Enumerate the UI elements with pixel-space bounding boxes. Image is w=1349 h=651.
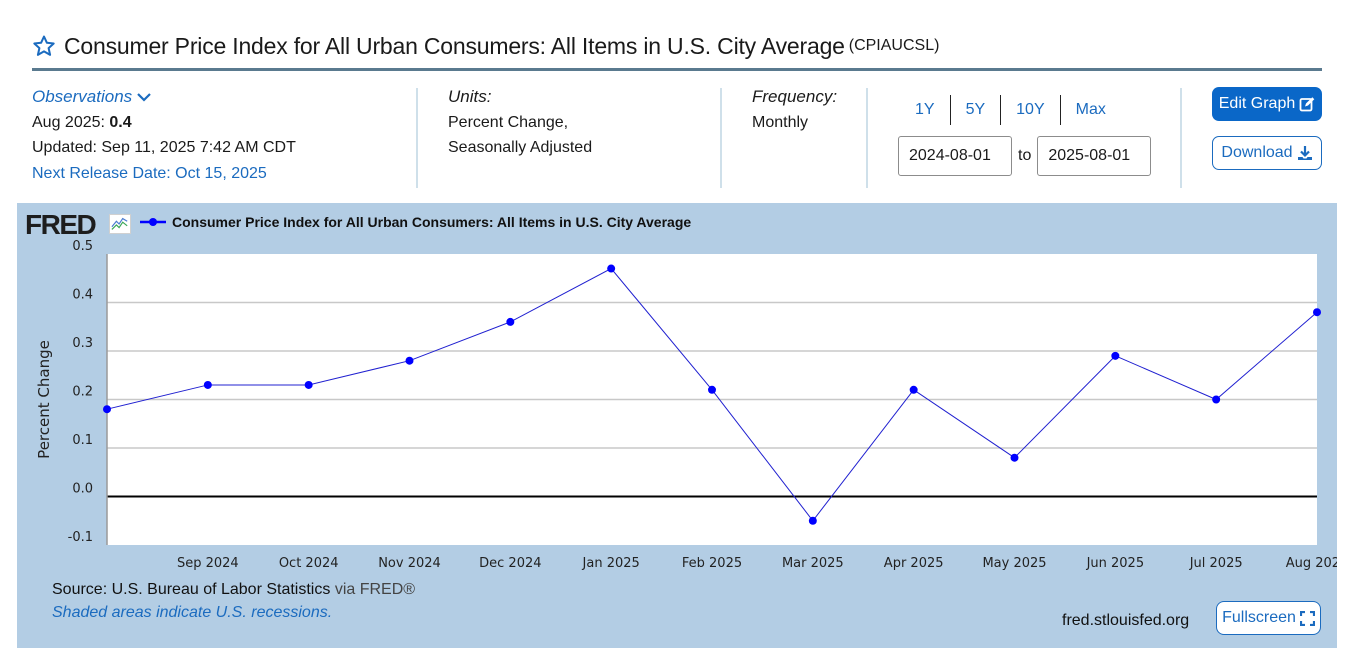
units-label: Units: xyxy=(448,87,492,106)
x-tick-label: Jun 2025 xyxy=(1086,556,1145,571)
download-label: Download xyxy=(1221,144,1293,161)
range-separator xyxy=(1000,95,1002,125)
range-5y[interactable]: 5Y xyxy=(965,101,986,118)
start-date-input[interactable] xyxy=(898,136,1012,176)
latest-observation: Aug 2025: 0.4 xyxy=(32,110,296,136)
page-header: Consumer Price Index for All Urban Consu… xyxy=(32,28,939,64)
y-tick-label: 0.2 xyxy=(72,385,93,400)
x-tick-label: Dec 2024 xyxy=(479,556,541,571)
data-point xyxy=(1010,453,1019,462)
x-tick-label: Sep 2024 xyxy=(177,556,239,571)
units-block: Units: Percent Change, Seasonally Adjust… xyxy=(448,84,592,161)
recessions-link[interactable]: Shaded areas indicate U.S. recessions. xyxy=(52,604,333,621)
edit-graph-button[interactable]: Edit Graph xyxy=(1212,87,1322,121)
to-label: to xyxy=(1018,147,1032,164)
source-label: Source: U.S. Bureau of Labor Statistics xyxy=(52,581,331,598)
frequency-value: Monthly xyxy=(752,113,809,131)
x-tick-label: Jan 2025 xyxy=(582,556,640,571)
data-point xyxy=(506,317,515,326)
observations-label: Observations xyxy=(32,87,133,106)
x-tick-label: Oct 2024 xyxy=(279,556,339,571)
data-point xyxy=(103,405,111,414)
chevron-down-icon xyxy=(137,92,151,102)
range-1y[interactable]: 1Y xyxy=(915,101,935,118)
divider xyxy=(416,88,418,188)
y-tick-label: 0.3 xyxy=(72,336,93,351)
series-code: (CPIAUCSL) xyxy=(848,37,940,54)
data-point xyxy=(1212,395,1221,404)
range-max[interactable]: Max xyxy=(1075,101,1106,118)
y-tick-label: -0.1 xyxy=(68,530,93,545)
data-point xyxy=(708,385,716,394)
fullscreen-button[interactable]: Fullscreen xyxy=(1216,601,1321,635)
page-title: Consumer Price Index for All Urban Consu… xyxy=(64,32,845,59)
latest-value: 0.4 xyxy=(109,113,132,131)
frequency-label: Frequency: xyxy=(752,87,838,106)
divider xyxy=(720,88,722,188)
y-axis-title: Percent Change xyxy=(35,340,53,459)
observations-toggle[interactable]: Observations xyxy=(32,84,296,110)
units-line1: Percent Change, xyxy=(448,113,569,131)
updated-text: Updated: Sep 11, 2025 7:42 AM CDT xyxy=(32,139,296,156)
star-outline-icon[interactable] xyxy=(32,34,56,58)
x-tick-label: May 2025 xyxy=(982,556,1046,571)
y-tick-label: 0.5 xyxy=(72,239,93,254)
chart-panel: FRED Consumer Price Index for All Urban … xyxy=(17,203,1337,648)
fred-logo: FRED xyxy=(25,209,97,240)
date-range-controls: 1Y 5Y 10Y Max to xyxy=(898,94,1152,176)
edit-icon xyxy=(1299,97,1315,112)
range-10y[interactable]: 10Y xyxy=(1016,101,1045,118)
data-point xyxy=(405,356,414,365)
chart-legend: Consumer Price Index for All Urban Consu… xyxy=(140,214,691,230)
fullscreen-icon xyxy=(1299,610,1315,626)
x-tick-label: Apr 2025 xyxy=(884,556,944,571)
next-release-link[interactable]: Next Release Date: Oct 15, 2025 xyxy=(32,164,267,182)
fullscreen-label: Fullscreen xyxy=(1222,609,1296,626)
y-tick-label: 0.0 xyxy=(72,482,93,497)
site-url: fred.stlouisfed.org xyxy=(1062,612,1190,629)
units-line2: Seasonally Adjusted xyxy=(448,139,593,156)
title-divider xyxy=(32,68,1322,71)
x-tick-label: Jul 2025 xyxy=(1189,556,1243,571)
edit-graph-label: Edit Graph xyxy=(1218,95,1296,112)
data-point xyxy=(304,380,313,389)
data-point xyxy=(607,264,616,273)
divider xyxy=(866,88,868,188)
source-text: Source: U.S. Bureau of Labor Statistics … xyxy=(52,581,415,599)
end-date-input[interactable] xyxy=(1037,136,1152,176)
y-tick-label: 0.4 xyxy=(72,288,93,303)
x-tick-label: Nov 2024 xyxy=(378,556,441,571)
divider xyxy=(1180,88,1182,188)
legend-marker-icon xyxy=(140,218,166,226)
range-separator xyxy=(949,95,951,125)
line-chart-icon xyxy=(109,214,131,234)
data-point xyxy=(1313,308,1321,317)
data-point xyxy=(203,380,212,389)
frequency-block: Frequency: Monthly xyxy=(752,84,837,135)
latest-date: Aug 2025: xyxy=(32,113,105,131)
observations-block: Observations Aug 2025: 0.4 Updated: Sep … xyxy=(32,84,296,186)
range-separator xyxy=(1059,95,1061,125)
data-point xyxy=(1111,351,1120,360)
download-icon xyxy=(1297,146,1312,160)
data-point xyxy=(909,385,918,394)
legend-label: Consumer Price Index for All Urban Consu… xyxy=(172,214,692,230)
line-chart: 0.5 0.4 0.3 0.2 0.1 0.0 -0.1 Percent Change Sep … xyxy=(35,239,1337,571)
x-tick-label: Mar 2025 xyxy=(782,556,844,571)
x-tick-label: Feb 2025 xyxy=(682,556,742,571)
y-tick-label: 0.1 xyxy=(72,433,93,448)
via-fred: via FRED® xyxy=(334,581,416,598)
x-tick-label: Aug 2025 xyxy=(1286,556,1337,571)
data-point xyxy=(808,516,817,525)
download-button[interactable]: Download xyxy=(1212,136,1322,170)
